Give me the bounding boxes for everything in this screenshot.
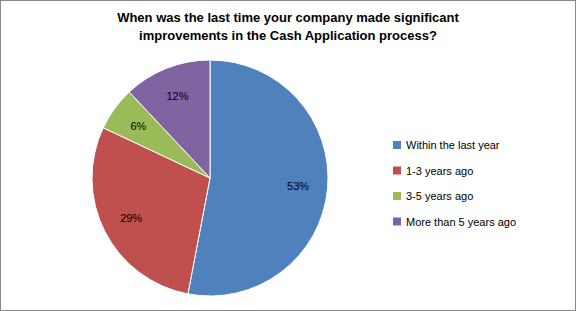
- legend-label: Within the last year: [406, 139, 500, 151]
- legend: Within the last year 1-3 years ago 3-5 yea…: [393, 139, 516, 228]
- pie-slice: [129, 60, 210, 178]
- legend-swatch: [393, 218, 401, 226]
- legend-swatch: [393, 141, 401, 149]
- chart-frame: [1, 1, 576, 311]
- legend-item: 3-5 years ago: [393, 190, 473, 202]
- data-label: 12%: [166, 90, 188, 102]
- legend-label: 3-5 years ago: [406, 190, 473, 202]
- legend-swatch: [393, 167, 401, 175]
- title-line: When was the last time your company made…: [117, 10, 459, 25]
- legend-swatch: [393, 192, 401, 200]
- data-label: 6%: [130, 120, 146, 132]
- title-line: improvements in the Cash Application pro…: [139, 28, 437, 43]
- legend-item: 1-3 years ago: [393, 165, 473, 177]
- chart-title: When was the last time your company made…: [117, 10, 459, 43]
- data-label: 29%: [120, 212, 142, 224]
- legend-label: 1-3 years ago: [406, 165, 473, 177]
- legend-item: Within the last year: [393, 139, 500, 151]
- pie: [92, 60, 328, 296]
- legend-item: More than 5 years ago: [393, 216, 516, 228]
- data-label: 53%: [287, 180, 309, 192]
- data-labels: 53% 29% 6% 12%: [120, 90, 309, 224]
- legend-label: More than 5 years ago: [406, 216, 516, 228]
- chart: When was the last time your company made…: [0, 0, 576, 311]
